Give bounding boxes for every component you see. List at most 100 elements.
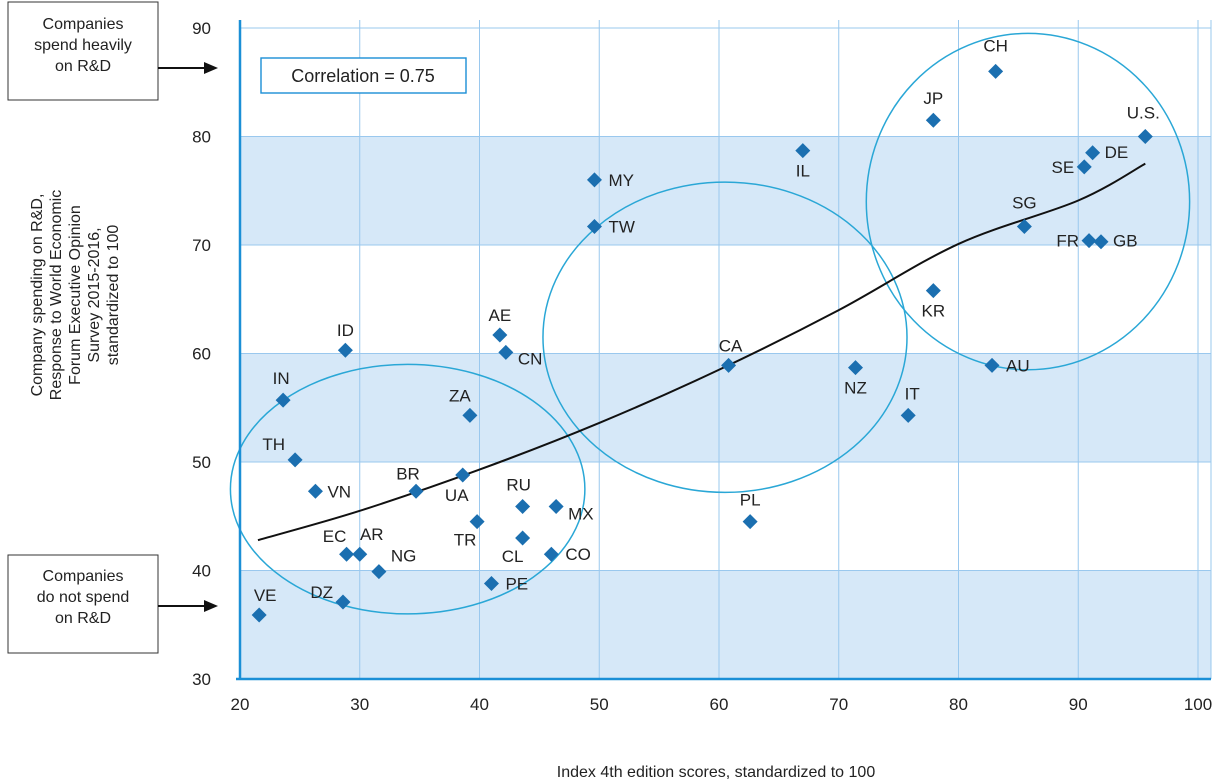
point-marker-fr <box>1081 233 1097 249</box>
annotations: Correlation = 0.75 Companies spend heavi… <box>7 1 876 781</box>
point-label-pl: PL <box>740 491 761 510</box>
point-marker-in <box>275 392 291 408</box>
point-label-tw: TW <box>608 218 634 237</box>
point-label-vn: VN <box>327 482 351 501</box>
point-marker-au <box>984 357 1000 373</box>
top-annotation-box <box>7 1 159 101</box>
top-box-line-3: on R&D <box>55 58 111 75</box>
y-axis-title: Company spending on R&D, Response to Wor… <box>29 190 122 400</box>
y-axis-title-line-2: Response to World Economic <box>48 190 65 400</box>
x-tick-label-40: 40 <box>470 695 489 714</box>
point-marker-nz <box>848 360 864 376</box>
shaded-band-1 <box>240 353 1211 462</box>
point-label-my: MY <box>608 171 634 190</box>
y-tick-label-30: 30 <box>192 670 211 689</box>
point-marker-us <box>1137 129 1153 144</box>
axes <box>236 20 1211 681</box>
point-marker-ec <box>339 546 355 562</box>
point-marker-ve <box>251 607 267 623</box>
grid-lines <box>240 20 1212 679</box>
point-label-id: ID <box>337 321 354 340</box>
x-tick-label-30: 30 <box>350 695 369 714</box>
point-marker-ca <box>721 357 737 373</box>
point-label-ua: UA <box>445 486 469 505</box>
point-label-us: U.S. <box>1127 104 1160 123</box>
point-label-ae: AE <box>489 306 512 325</box>
point-label-dz: DZ <box>310 583 333 602</box>
point-marker-cn <box>498 344 514 360</box>
point-marker-ng <box>371 564 387 580</box>
point-label-za: ZA <box>449 386 471 405</box>
point-marker-mx <box>548 498 564 514</box>
point-marker-ch <box>988 63 1004 79</box>
point-label-ca: CA <box>719 336 743 355</box>
point-label-ch: CH <box>983 36 1008 55</box>
cluster-ellipse-0 <box>229 363 586 615</box>
point-marker-dz <box>335 594 351 610</box>
point-marker-kr <box>925 283 941 299</box>
point-marker-tw <box>586 219 602 235</box>
trendline <box>257 162 1146 542</box>
point-label-pe: PE <box>505 575 528 594</box>
y-tick-label-50: 50 <box>192 453 211 472</box>
y-tick-label-90: 90 <box>192 19 211 38</box>
bottom-annotation-box <box>7 554 159 654</box>
bottom-box-line-3: on R&D <box>55 610 111 627</box>
point-label-gb: GB <box>1113 232 1138 251</box>
y-axis-title-line-3: Forum Executive Opinion <box>67 205 84 385</box>
point-label-br: BR <box>396 464 420 483</box>
x-tick-label-50: 50 <box>590 695 609 714</box>
point-marker-pl <box>742 514 758 530</box>
point-label-in: IN <box>273 369 290 388</box>
point-marker-id <box>337 342 353 358</box>
point-marker-gb <box>1093 234 1109 250</box>
point-label-au: AU <box>1006 356 1030 375</box>
top-arrow-icon <box>158 62 218 74</box>
bottom-box-line-1: Companies <box>43 568 124 585</box>
point-label-de: DE <box>1105 143 1129 162</box>
y-tick-label-80: 80 <box>192 128 211 147</box>
point-label-kr: KR <box>922 302 946 321</box>
correlation-label: Correlation = 0.75 <box>291 66 435 86</box>
point-label-ru: RU <box>506 475 531 494</box>
point-label-ar: AR <box>360 525 384 544</box>
point-marker-vn <box>307 483 323 499</box>
point-marker-br <box>408 483 424 499</box>
point-label-mx: MX <box>568 504 594 523</box>
cluster-ellipses <box>229 32 1191 615</box>
correlation-box <box>260 57 467 94</box>
x-tick-label-80: 80 <box>949 695 968 714</box>
point-marker-co <box>543 546 559 562</box>
cluster-ellipse-1 <box>542 181 908 494</box>
top-box-line-2: spend heavily <box>34 37 132 54</box>
x-tick-label-60: 60 <box>710 695 729 714</box>
point-marker-pe <box>483 576 499 592</box>
x-tick-label-90: 90 <box>1069 695 1088 714</box>
x-tick-label-20: 20 <box>231 695 250 714</box>
point-label-co: CO <box>565 545 591 564</box>
point-label-ec: EC <box>323 527 347 546</box>
bottom-arrow-icon <box>158 600 218 612</box>
point-marker-sg <box>1016 219 1032 235</box>
point-label-it: IT <box>905 384 920 403</box>
point-label-fr: FR <box>1056 232 1079 251</box>
point-marker-it <box>900 407 916 423</box>
point-marker-th <box>287 452 303 468</box>
tick-labels: 20 30 40 50 60 70 80 90 100 30 40 50 60 70 80 90 <box>192 19 1212 714</box>
point-label-ng: NG <box>391 547 417 566</box>
point-label-th: TH <box>262 435 285 454</box>
point-marker-my <box>586 172 602 188</box>
bottom-box-line-2: do not spend <box>37 589 130 606</box>
top-box-line-1: Companies <box>43 16 124 33</box>
point-marker-il <box>795 143 811 159</box>
cluster-ellipse-2 <box>865 32 1191 371</box>
point-label-se: SE <box>1052 158 1075 177</box>
x-tick-label-100: 100 <box>1184 695 1212 714</box>
point-marker-cl <box>515 530 531 546</box>
x-axis-title: Index 4th edition scores, standardized t… <box>557 764 876 781</box>
y-tick-label-60: 60 <box>192 345 211 364</box>
shaded-bands <box>240 136 1211 679</box>
point-label-nz: NZ <box>844 379 867 398</box>
y-tick-label-40: 40 <box>192 562 211 581</box>
point-marker-ae <box>492 327 508 343</box>
